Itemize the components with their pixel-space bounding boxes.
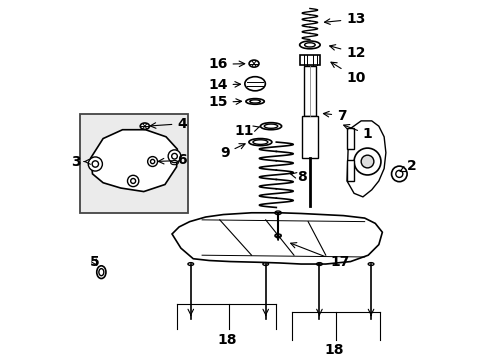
Text: 12: 12 <box>329 45 365 60</box>
Polygon shape <box>91 130 177 192</box>
Bar <box>80 114 187 213</box>
Circle shape <box>361 155 373 168</box>
Bar <box>300 55 319 66</box>
Text: 5: 5 <box>89 255 99 269</box>
Text: 18: 18 <box>324 343 344 357</box>
Text: 7: 7 <box>323 109 346 122</box>
Text: 8: 8 <box>290 170 306 184</box>
Bar <box>346 160 353 181</box>
Circle shape <box>88 157 102 171</box>
Text: 3: 3 <box>71 154 81 168</box>
Polygon shape <box>172 213 382 264</box>
Text: 16: 16 <box>208 57 244 71</box>
Text: 14: 14 <box>207 78 240 92</box>
Bar <box>346 128 353 149</box>
Circle shape <box>147 157 157 166</box>
Text: 1: 1 <box>343 125 372 141</box>
Bar <box>304 66 315 116</box>
Bar <box>302 116 317 158</box>
Text: 4: 4 <box>150 117 187 131</box>
Circle shape <box>168 150 181 163</box>
Ellipse shape <box>140 123 149 129</box>
Text: 13: 13 <box>324 12 365 26</box>
Text: 15: 15 <box>207 95 241 109</box>
Circle shape <box>127 175 139 186</box>
Circle shape <box>391 166 407 182</box>
Text: 9: 9 <box>220 144 244 161</box>
Circle shape <box>353 148 380 175</box>
Text: 2: 2 <box>399 159 415 173</box>
Polygon shape <box>346 121 385 197</box>
Text: 17: 17 <box>290 243 349 269</box>
Text: 6: 6 <box>158 153 186 167</box>
Text: 10: 10 <box>330 62 365 85</box>
Text: 18: 18 <box>217 333 236 347</box>
Text: 11: 11 <box>234 125 259 139</box>
